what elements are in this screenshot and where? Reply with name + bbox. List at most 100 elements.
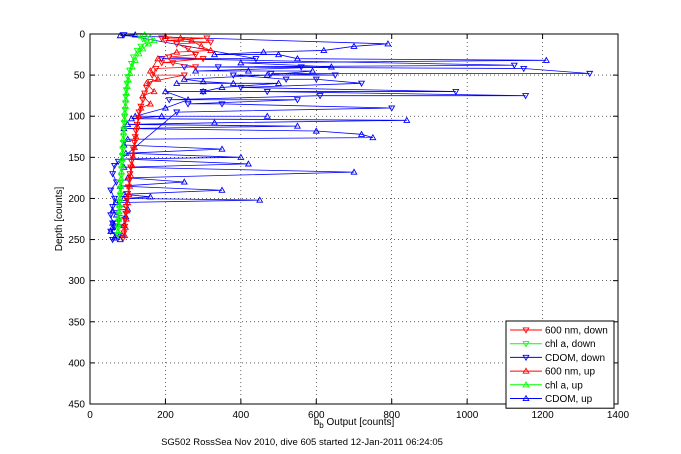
data-point [129,54,137,61]
data-point [115,201,123,208]
data-point [267,70,275,78]
legend-entry: chl a, down [510,339,596,350]
x-tick-label: 400 [233,410,250,421]
data-point [107,212,115,219]
data-point [125,190,133,197]
data-point [124,135,132,142]
data-point [116,188,124,195]
data-point [112,198,120,206]
data-point [135,112,143,119]
data-point [137,103,145,111]
x-axis-label: bb Output [counts] [314,417,395,430]
data-point [173,48,181,55]
legend: 600 nm, down chl a, down CDOM, down 600 nm,… [505,320,615,409]
data-point [125,177,133,185]
data-point [158,112,166,119]
data-point [126,182,134,189]
data-point [369,133,377,141]
data-point [199,56,207,63]
data-point [259,48,268,55]
data-point [522,93,530,100]
legend-marker [522,327,530,334]
data-point [214,64,222,71]
data-point [210,50,219,58]
data-point [142,79,151,86]
data-point [152,65,160,73]
data-point [123,207,131,214]
y-tick-label: 400 [68,358,85,369]
data-point [109,171,117,178]
plot-area [107,31,594,244]
data-point [119,142,127,149]
data-point [112,179,120,186]
data-point [297,64,305,71]
data-point [184,101,192,108]
data-point [128,63,136,70]
y-tick-label: 250 [68,235,85,246]
data-point [127,61,136,68]
y-tick-label: 200 [68,194,85,205]
data-point [124,76,133,83]
data-point [244,67,252,74]
data-point [331,72,339,79]
axes-box [89,33,619,405]
data-point [144,40,153,47]
data-point [169,60,177,67]
data-point [107,228,115,236]
data-point [357,130,366,137]
data-point [132,133,140,140]
data-point [244,160,252,167]
data-point [131,56,139,63]
data-point [184,46,192,53]
data-point [520,65,528,73]
x-tick-label: 800 [383,410,400,421]
series-line [124,36,211,236]
data-point [263,89,271,96]
data-point [122,210,130,217]
data-point [121,223,130,230]
data-point [158,56,166,63]
series-cdom-down [107,32,594,244]
data-point [180,178,188,185]
y-tick-label: 300 [68,276,85,287]
data-point [158,60,166,67]
data-point [237,84,245,92]
legend-label: chl a, up [545,380,583,391]
legend-entry: chl a, up [510,380,583,391]
data-point [122,96,130,103]
data-point [122,87,130,94]
data-point [192,67,200,74]
data-point [128,161,136,169]
legend-entry: CDOM, down [510,353,605,364]
data-point [237,59,245,66]
data-point [218,186,226,193]
data-point [316,93,324,100]
data-point [165,97,173,104]
data-point [115,207,123,215]
data-point [120,115,128,123]
data-point [207,46,215,53]
x-axis-label-main: b [314,417,320,428]
data-point [199,89,207,96]
data-point [237,153,245,160]
data-point [126,69,134,77]
y-tick-label: 50 [74,71,86,82]
y-tick-label: 150 [68,153,85,164]
legend-label: CDOM, down [545,353,605,364]
y-axis-label: Depth [counts] [54,187,65,252]
data-point [107,187,115,194]
data-point [384,40,392,47]
data-point [109,204,117,211]
data-point [312,127,320,134]
chart-caption: SG502 RossSea Nov 2010, dive 605 started… [161,437,443,448]
data-point [180,72,188,79]
data-point [116,235,124,243]
data-point [139,91,147,99]
data-point [452,89,460,96]
data-point [154,54,162,62]
data-point [312,76,320,83]
data-point [146,100,154,107]
data-point [293,97,302,104]
data-point [137,104,145,111]
data-point [114,227,122,234]
